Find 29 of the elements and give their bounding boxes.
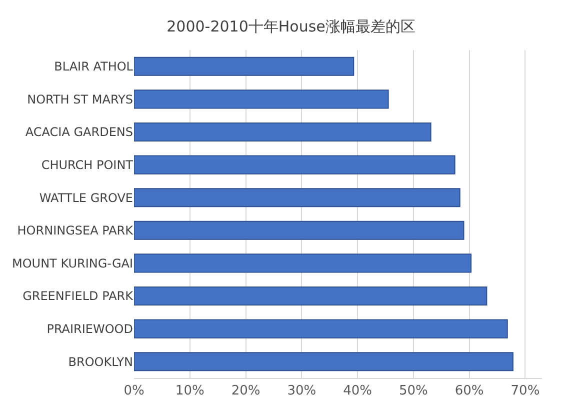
x-tick-label: 40% [343,384,372,399]
bar [134,286,488,306]
x-tick-label: 0% [124,384,144,399]
bar [134,90,389,109]
x-tick-label: 50% [398,384,428,399]
y-tick-label: HORNINGSEA PARK [17,224,134,238]
y-tick-label: ACACIA GARDENS [25,125,133,140]
bar [134,56,354,76]
bar [134,188,460,208]
y-tick-label: CHURCH POINT [41,158,134,172]
bar [134,155,456,174]
y-tick-label: GREENFIELD PARK [22,289,134,304]
y-tick-label: MOUNT KURING-GAI [12,256,133,270]
chart-title: 2000-2010十年House涨幅最差的区 [166,17,416,36]
bar [134,220,464,240]
x-tick-label: 20% [231,384,260,399]
bar [134,122,432,142]
x-tick-label: 60% [454,384,484,399]
y-tick-label: BLAIR ATHOL [54,60,134,74]
y-tick-label: BROOKLYN [68,354,133,369]
x-tick-label: 70% [510,384,540,399]
x-tick-label: 10% [175,384,204,399]
bar [134,352,514,372]
bar [134,254,472,273]
y-tick-label: NORTH ST MARYS [27,92,133,106]
y-tick-label: PRAIRIEWOOD [46,322,133,336]
x-tick-label: 30% [287,384,316,399]
bar [134,319,508,338]
y-tick-label: WATTLE GROVE [39,190,133,205]
